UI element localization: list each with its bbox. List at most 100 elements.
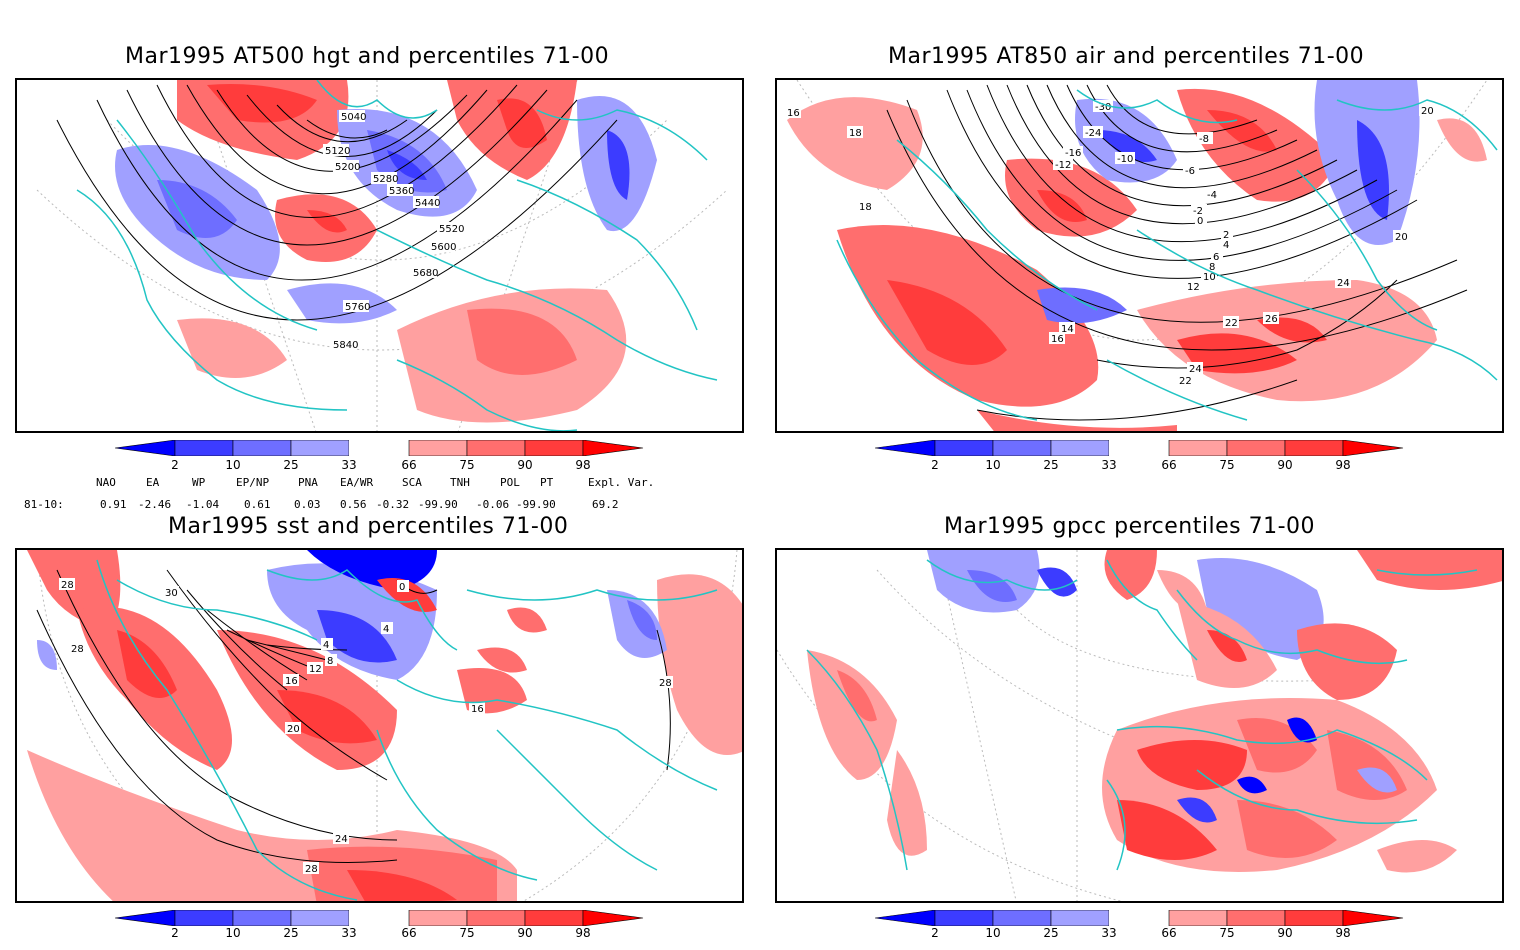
index-header: PNA bbox=[298, 476, 318, 489]
contour-label: 4 bbox=[1223, 240, 1229, 251]
contour-label: -30 bbox=[1095, 102, 1111, 113]
contour-label: 0 bbox=[1197, 216, 1203, 227]
contour-label: -4 bbox=[1207, 190, 1217, 201]
contour-label: -6 bbox=[1185, 166, 1195, 177]
colorbar-sst: 2 10 25 33 66 75 90 98 bbox=[114, 909, 645, 950]
index-value: -2.46 bbox=[138, 498, 172, 511]
map-panel-gpcc bbox=[775, 548, 1504, 903]
index-row-label: 81-10: bbox=[24, 498, 64, 511]
contour-label: 20 bbox=[287, 724, 300, 735]
contour-label: 8 bbox=[327, 656, 333, 667]
colorbar-air850: 2 10 25 33 66 75 90 98 bbox=[874, 439, 1405, 480]
contour-label: 5520 bbox=[439, 224, 464, 235]
colorbar-label: 2 bbox=[171, 458, 179, 472]
colorbar-hgt500-svg bbox=[114, 439, 644, 457]
map-panel-sst: 28 28 30 0 4 4 8 12 16 16 20 24 28 28 bbox=[15, 548, 744, 903]
contour-label: 16 bbox=[285, 676, 298, 687]
index-value: 0.56 bbox=[340, 498, 367, 511]
index-header: EA bbox=[146, 476, 160, 489]
colorbar-air850-svg bbox=[874, 439, 1404, 457]
contour-label: 18 bbox=[859, 202, 872, 213]
contour-label: 5440 bbox=[415, 198, 440, 209]
contour-label: 0 bbox=[399, 582, 405, 593]
colorbar-label: 66 bbox=[401, 926, 417, 940]
contour-label: 22 bbox=[1179, 376, 1192, 387]
panel-title-air850: Mar1995 AT850 air and percentiles 71-00 bbox=[888, 44, 1365, 69]
colorbar-label: 10 bbox=[225, 458, 241, 472]
contour-label: 22 bbox=[1225, 318, 1238, 329]
colorbar-label: 2 bbox=[171, 926, 179, 940]
colorbar-label: 33 bbox=[341, 926, 357, 940]
index-value: 0.03 bbox=[294, 498, 321, 511]
colorbar-label: 66 bbox=[1161, 458, 1177, 472]
contour-label: 24 bbox=[335, 834, 348, 845]
colorbar-label: 10 bbox=[985, 926, 1001, 940]
colorbar-label: 25 bbox=[1043, 926, 1059, 940]
panel-title-gpcc: Mar1995 gpcc percentiles 71-00 bbox=[944, 514, 1316, 539]
contour-label: 16 bbox=[787, 108, 800, 119]
index-value: -99.90 bbox=[516, 498, 556, 511]
contour-label: 30 bbox=[165, 588, 178, 599]
colorbar-gpcc: 2 10 25 33 66 75 90 98 bbox=[874, 909, 1405, 950]
contour-label: -12 bbox=[1055, 160, 1071, 171]
index-header: EA/WR bbox=[340, 476, 374, 489]
index-header: POL bbox=[500, 476, 520, 489]
contour-label: 5280 bbox=[373, 174, 398, 185]
colorbar-label: 66 bbox=[401, 458, 417, 472]
contour-label: 5200 bbox=[335, 162, 360, 173]
contour-label: 16 bbox=[471, 704, 484, 715]
map-sst-svg: 28 28 30 0 4 4 8 12 16 16 20 24 28 28 bbox=[27, 550, 742, 901]
contour-label: 5040 bbox=[341, 112, 366, 123]
contour-label: 5360 bbox=[389, 186, 414, 197]
colorbar-label: 90 bbox=[1277, 926, 1293, 940]
colorbar-sst-svg bbox=[114, 909, 644, 927]
colorbar-label: 75 bbox=[459, 458, 475, 472]
colorbar-label: 33 bbox=[1101, 458, 1117, 472]
index-header: EP/NP bbox=[236, 476, 270, 489]
contour-label: 5680 bbox=[413, 268, 438, 279]
contour-label: 5600 bbox=[431, 242, 456, 253]
contour-label: 16 bbox=[1051, 334, 1064, 345]
index-value: 0.91 bbox=[100, 498, 127, 511]
map-air850-svg: 16 18 18 -30 -24 -16 -12 -10 -8 -6 -4 -2… bbox=[777, 80, 1502, 431]
index-value: 69.2 bbox=[592, 498, 619, 511]
index-header: WP bbox=[192, 476, 206, 489]
colorbar-label: 10 bbox=[225, 926, 241, 940]
contour-label: 20 bbox=[1421, 106, 1434, 117]
contour-label: 6 bbox=[1213, 252, 1219, 263]
colorbar-label: 66 bbox=[1161, 926, 1177, 940]
colorbar-label: 2 bbox=[931, 926, 939, 940]
contour-label: 12 bbox=[1187, 282, 1200, 293]
index-value: -99.90 bbox=[418, 498, 458, 511]
contour-label: 18 bbox=[849, 128, 862, 139]
contour-label: 28 bbox=[61, 580, 74, 591]
contour-label: 28 bbox=[659, 678, 672, 689]
colorbar-label: 25 bbox=[283, 926, 299, 940]
contour-label: -8 bbox=[1199, 134, 1209, 145]
contour-label: 5840 bbox=[333, 340, 358, 351]
contour-label: 8 bbox=[1209, 262, 1215, 273]
colorbar-label: 25 bbox=[1043, 458, 1059, 472]
contour-label: 24 bbox=[1189, 364, 1202, 375]
contour-label: -2 bbox=[1193, 206, 1203, 217]
contour-label: -10 bbox=[1117, 154, 1133, 165]
contour-label: 24 bbox=[1337, 278, 1350, 289]
colorbar-label: 90 bbox=[517, 926, 533, 940]
map-panel-hgt500: 5040 5120 5200 5280 5360 5440 5520 5600 … bbox=[15, 78, 744, 433]
contour-label: -16 bbox=[1065, 148, 1081, 159]
map-hgt500-svg: 5040 5120 5200 5280 5360 5440 5520 5600 … bbox=[36, 80, 728, 431]
contour-label: 28 bbox=[71, 644, 84, 655]
contour-label: 28 bbox=[305, 864, 318, 875]
index-header: SCA bbox=[402, 476, 422, 489]
contour-label: 4 bbox=[323, 640, 329, 651]
contour-label: 5760 bbox=[345, 302, 370, 313]
contour-label: 26 bbox=[1265, 314, 1278, 325]
colorbar-gpcc-svg bbox=[874, 909, 1404, 927]
map-panel-air850: 16 18 18 -30 -24 -16 -12 -10 -8 -6 -4 -2… bbox=[775, 78, 1504, 433]
colorbar-label: 90 bbox=[1277, 458, 1293, 472]
contour-label: 12 bbox=[309, 664, 322, 675]
index-value: -0.32 bbox=[376, 498, 410, 511]
colorbar-label: 75 bbox=[1219, 926, 1235, 940]
index-header: Expl. Var. bbox=[588, 476, 655, 489]
contour-label: 5120 bbox=[325, 146, 350, 157]
